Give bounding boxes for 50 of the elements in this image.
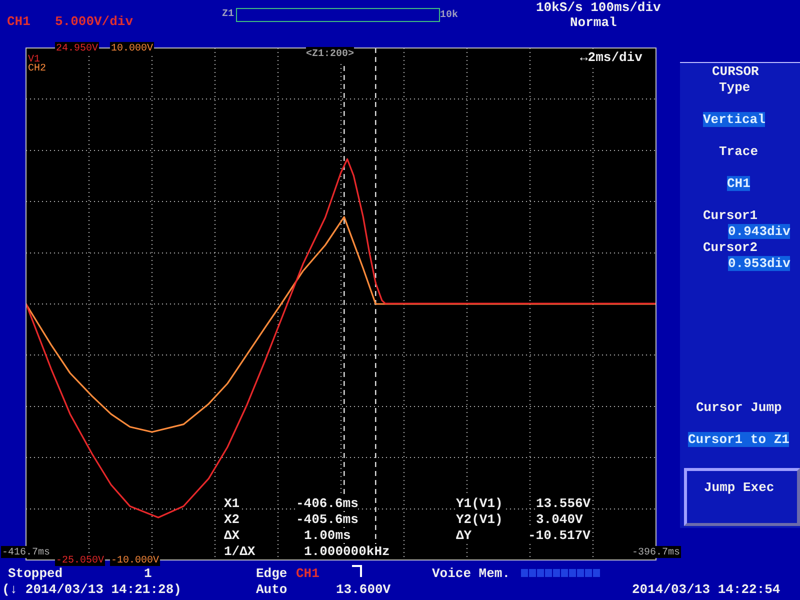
annotation: ΔX: [224, 528, 240, 543]
annotation: 1/ΔX: [224, 544, 256, 559]
text: CH2: [28, 64, 46, 75]
annotation: -10.517V: [528, 528, 590, 543]
text: CURSOR: [712, 64, 759, 79]
text: Jump Exec: [704, 480, 774, 495]
text: 13.600V: [336, 582, 391, 597]
annotation: Y2(V1): [456, 512, 503, 527]
text: Z1: [222, 8, 234, 22]
annotation: -405.6ms: [296, 512, 358, 527]
annotation: 1.000000kHz: [304, 544, 390, 559]
annotation: 13.556V: [536, 496, 591, 511]
text: 0.943div: [728, 224, 790, 239]
text: CH1: [7, 14, 30, 29]
text: CH1: [296, 566, 320, 581]
y2-tick-label: 10.000V: [111, 44, 154, 55]
annotation: X2: [224, 512, 240, 527]
text: Cursor2: [703, 240, 758, 255]
text: Auto: [256, 582, 288, 597]
text: 0.953div: [728, 256, 790, 271]
y-tick-label: 24.950V: [56, 44, 98, 55]
text: 2014/03/13 14:22:54: [632, 582, 780, 597]
text: Edge: [256, 566, 288, 581]
y2-tick-label: -10.000V: [111, 556, 160, 567]
text: 10k: [440, 8, 458, 23]
annotation: 3.040V: [536, 512, 583, 527]
annotation: ↔2ms/div: [580, 50, 642, 65]
annotation: ΔY: [456, 528, 472, 543]
text: Vertical: [703, 112, 766, 127]
text: (↓ 2014/03/13 14:21:28): [2, 582, 182, 597]
x-tick-label: -396.7ms: [632, 548, 680, 559]
text: Cursor1: [703, 208, 758, 223]
text: Trace: [719, 144, 758, 159]
annotation: X1: [224, 496, 240, 511]
text: Cursor Jump: [696, 400, 782, 415]
text: 10kS/s 100ms/div: [536, 0, 661, 15]
annotation: -406.6ms: [296, 496, 358, 511]
text: Normal: [570, 15, 617, 30]
text: 5.000V/div: [55, 14, 134, 29]
text: 1: [144, 566, 152, 581]
annotation: Y1(V1): [456, 496, 503, 511]
y-tick-label: -25.050V: [56, 556, 104, 567]
annotation: <Z1:200>: [306, 47, 354, 62]
annotation: 1.00ms: [304, 528, 351, 543]
x-tick-label: -416.7ms: [2, 548, 50, 559]
text: Stopped: [8, 566, 63, 581]
text: Type: [719, 80, 750, 95]
text: Voice Mem.: [432, 566, 510, 581]
text: Cursor1 to Z1: [688, 432, 790, 447]
text: CH1: [727, 176, 750, 191]
